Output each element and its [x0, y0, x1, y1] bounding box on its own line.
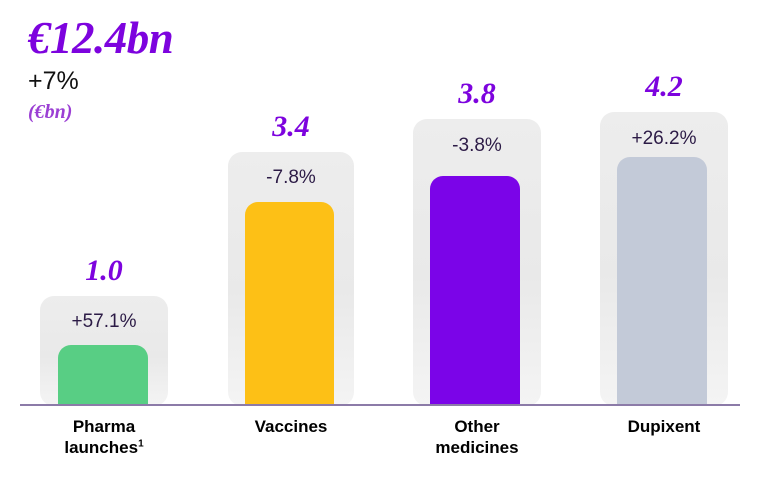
category-label-other-medicines: Other medicines — [397, 416, 557, 458]
bar-fill-dupixent[interactable] — [617, 157, 707, 406]
category-label-vaccines: Vaccines — [211, 416, 371, 437]
category-label-line2: launches — [64, 438, 139, 457]
category-label-line1: Vaccines — [254, 417, 328, 436]
headline-total-value: €12.4bn — [28, 13, 174, 63]
category-label-line1: Pharma — [72, 417, 136, 436]
headline-unit-label: (€bn) — [28, 101, 73, 123]
bar-value-label-other-medicines: 3.8 — [458, 77, 496, 110]
bar-growth-label-pharma-launches: +57.1% — [71, 311, 137, 332]
bar-value-label-vaccines: 3.4 — [272, 110, 310, 143]
category-label-line2: medicines — [435, 438, 519, 457]
footnote-marker: 1 — [138, 438, 144, 450]
bar-value-label-dupixent: 4.2 — [645, 70, 683, 103]
bar-fill-other-medicines[interactable] — [430, 176, 520, 406]
bar-value-label-pharma-launches: 1.0 — [85, 254, 123, 287]
bar-fill-vaccines[interactable] — [245, 202, 334, 406]
category-label-line1: Dupixent — [627, 417, 701, 436]
axis-baseline — [20, 404, 740, 406]
headline-growth-value: +7% — [28, 67, 79, 95]
category-label-line1: Other — [454, 417, 500, 436]
bar-growth-label-vaccines: -7.8% — [266, 167, 316, 188]
bar-fill-pharma-launches[interactable] — [58, 345, 148, 406]
category-label-dupixent: Dupixent — [584, 416, 744, 437]
bar-growth-label-other-medicines: -3.8% — [452, 135, 502, 156]
bar-growth-label-dupixent: +26.2% — [631, 128, 697, 149]
category-label-pharma-launches: Pharma launches1 — [24, 416, 184, 458]
chart-header: €12.4bn +7% (€bn) — [28, 14, 328, 124]
